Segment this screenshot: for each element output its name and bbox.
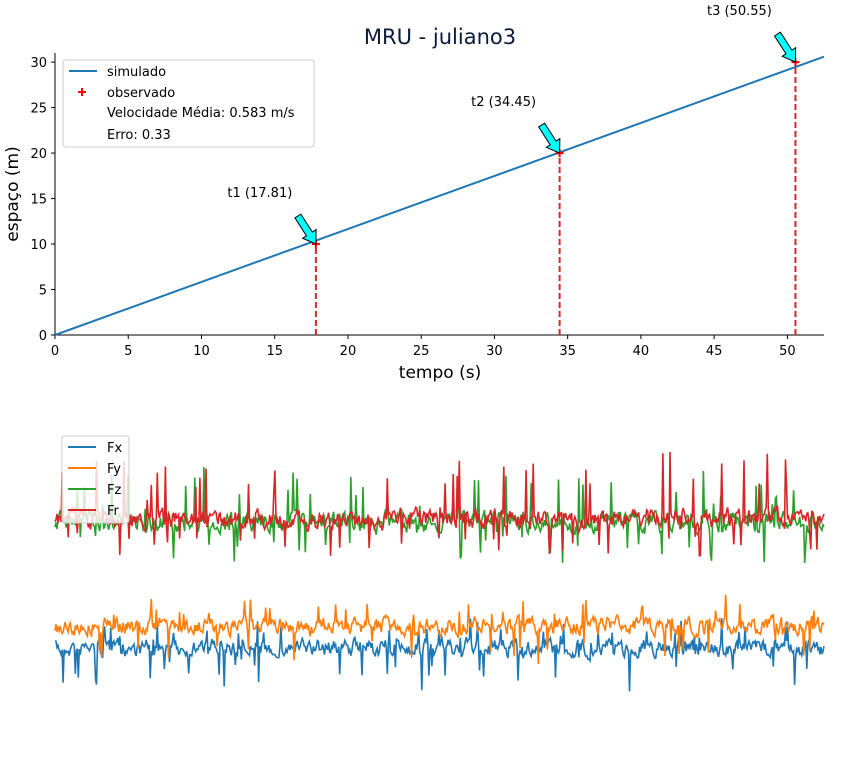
x-tick-label: 25: [413, 344, 430, 359]
y-ticks: 0 5 10 15 20 25 30: [30, 56, 55, 344]
legend-label-simulado: simulado: [107, 65, 166, 80]
chart-title: MRU - juliano3: [364, 25, 516, 49]
legend-marker-observado: [78, 88, 86, 96]
series-lines: [54, 55, 825, 336]
annotation-arrow: [773, 31, 797, 63]
legend-label-error: Erro: 0.33: [107, 128, 171, 143]
legend-label-velocity: Velocidade Média: 0.583 m/s: [107, 106, 295, 121]
legend-label-fr: Fr: [107, 504, 120, 519]
bottom-chart: Fx Fy Fz Fr: [54, 435, 825, 692]
force-series: [54, 451, 825, 692]
vertical-guides: [314, 62, 797, 335]
y-tick-label: 0: [39, 329, 47, 344]
x-tick-label: 45: [706, 344, 723, 359]
y-tick-label: 25: [30, 102, 47, 117]
legend-frame: [61, 435, 130, 524]
top-chart: MRU - juliano3 0 5 10 15 20 25 30 35 40 45 50 0 5 10…: [3, 4, 825, 383]
x-tick-label: 40: [633, 344, 650, 359]
x-tick-label: 30: [486, 344, 503, 359]
legend-label-fz: Fz: [107, 483, 121, 498]
annotation-arrow: [537, 122, 561, 154]
series-fy-line: [54, 594, 825, 665]
y-tick-label: 10: [30, 238, 47, 253]
legend-label-fy: Fy: [107, 462, 121, 477]
x-tick-label: 50: [779, 344, 796, 359]
annotation-label: t1 (17.81): [227, 186, 292, 201]
legend-frame: [62, 59, 315, 148]
top-legend: simulado observado Velocidade Média: 0.5…: [62, 59, 315, 148]
legend-label-observado: observado: [107, 86, 175, 101]
x-tick-label: 35: [559, 344, 576, 359]
observed-points: [311, 58, 800, 249]
x-tick-label: 5: [124, 344, 132, 359]
y-tick-label: 5: [39, 284, 47, 299]
series-fr-line: [54, 451, 825, 557]
x-tick-label: 20: [340, 344, 357, 359]
top-axes: [54, 53, 824, 336]
annotation-label: t3 (50.55): [707, 4, 772, 19]
annotations: t1 (17.81) t2 (34.45) t3 (50.55): [227, 4, 797, 245]
y-tick-label: 15: [30, 193, 47, 208]
y-tick-label: 20: [30, 147, 47, 162]
x-tick-label: 0: [51, 344, 59, 359]
annotation-arrow: [294, 213, 317, 245]
legend-label-fx: Fx: [107, 441, 122, 456]
y-axis-label: espaço (m): [3, 146, 23, 242]
series-simulado-line: [54, 55, 825, 336]
series-fx-line: [54, 618, 825, 692]
x-tick-label: 10: [193, 344, 210, 359]
y-tick-label: 30: [30, 56, 47, 71]
x-ticks: 0 5 10 15 20 25 30 35 40 45 50: [51, 335, 796, 359]
bottom-legend: Fx Fy Fz Fr: [61, 435, 130, 524]
x-axis-label: tempo (s): [399, 363, 481, 383]
annotation-label: t2 (34.45): [471, 95, 536, 110]
x-tick-label: 15: [266, 344, 283, 359]
